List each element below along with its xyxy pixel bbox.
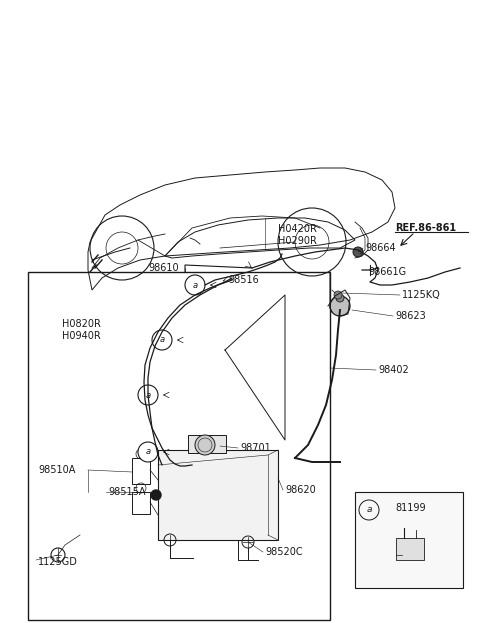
Circle shape: [151, 490, 161, 500]
Text: 1125KQ: 1125KQ: [402, 290, 441, 300]
Text: 98664: 98664: [365, 243, 396, 253]
Text: 98620: 98620: [285, 485, 316, 495]
Text: REF.86-861: REF.86-861: [395, 223, 456, 233]
Bar: [132, 492, 150, 514]
Text: H0820R
H0940R: H0820R H0940R: [62, 319, 101, 341]
Circle shape: [185, 275, 205, 295]
Text: a: a: [366, 505, 372, 515]
Text: 81199: 81199: [395, 503, 426, 513]
Text: H0420R
H0290R: H0420R H0290R: [278, 224, 317, 246]
Bar: [28, 272, 330, 620]
Text: 98515A: 98515A: [108, 487, 145, 497]
Text: a: a: [192, 280, 198, 290]
Text: 98661G: 98661G: [368, 267, 406, 277]
Text: 98610: 98610: [148, 263, 179, 273]
Circle shape: [330, 296, 350, 316]
Text: 98516: 98516: [228, 275, 259, 285]
Circle shape: [138, 442, 158, 462]
Circle shape: [195, 435, 215, 455]
Text: 98510A: 98510A: [38, 465, 75, 475]
Text: a: a: [145, 447, 151, 457]
Bar: [158, 450, 278, 540]
Text: a: a: [159, 336, 165, 345]
Circle shape: [353, 247, 363, 257]
Circle shape: [336, 294, 344, 302]
Text: 98623: 98623: [395, 311, 426, 321]
Text: 98701: 98701: [240, 443, 271, 453]
Text: 98520C: 98520C: [265, 547, 302, 557]
Bar: [355, 492, 463, 588]
Circle shape: [152, 330, 172, 350]
Circle shape: [138, 385, 158, 405]
Bar: [188, 435, 226, 453]
Text: 98402: 98402: [378, 365, 409, 375]
Text: 1125GD: 1125GD: [38, 557, 78, 567]
Circle shape: [334, 291, 342, 299]
Text: a: a: [145, 391, 151, 399]
Bar: [132, 458, 150, 484]
Bar: [396, 538, 424, 560]
